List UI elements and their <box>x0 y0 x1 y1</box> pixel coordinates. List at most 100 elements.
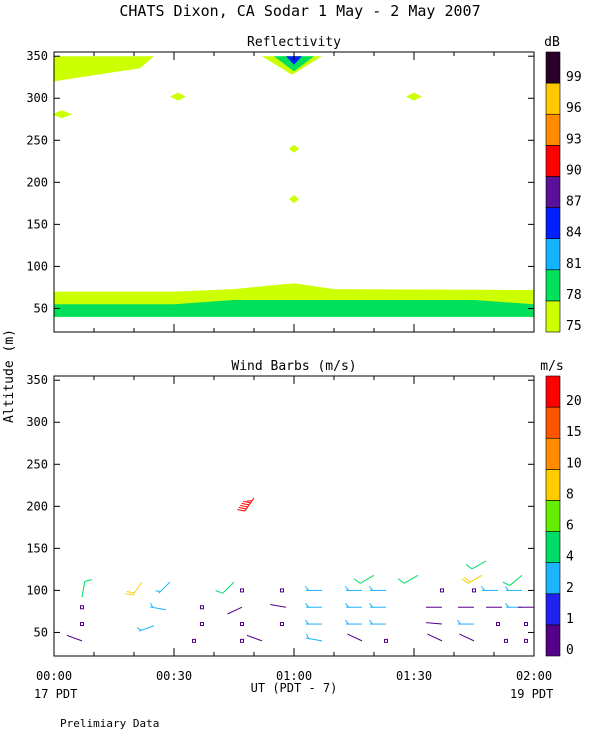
wind-calm-marker <box>192 638 196 643</box>
wind-calm-marker <box>80 605 84 610</box>
wind-barb-shaft <box>347 633 363 642</box>
wind-barb-shaft <box>81 581 86 598</box>
reflectivity-colorbar-swatch <box>545 176 561 208</box>
reflectivity-colorbar-label: 87 <box>566 195 582 210</box>
wind-barb-feather <box>305 586 309 591</box>
wind-calm-marker <box>200 605 204 610</box>
wind-colorbar-label: 0 <box>566 643 574 658</box>
reflectivity-colorbar-unit: dB <box>544 35 560 50</box>
wind-barb-feather <box>240 504 248 508</box>
reflectivity-blob <box>289 144 299 153</box>
wind-barb <box>81 579 93 598</box>
reflectivity-colorbar-label: 99 <box>566 70 582 85</box>
wind-barb <box>481 586 498 591</box>
wind-barb-shaft <box>246 634 263 642</box>
reflectivity-y-tick-label: 300 <box>26 91 48 105</box>
reflectivity-colorbar-label: 93 <box>566 132 582 147</box>
reflectivity-title: Reflectivity <box>247 35 341 50</box>
wind-barb-feather <box>397 578 405 584</box>
wind-barb-shaft <box>132 581 143 596</box>
wind-calm-marker <box>240 588 244 593</box>
wind-colorbar-swatch <box>545 437 561 470</box>
wind-barb-shaft <box>427 633 443 642</box>
wind-barb-feather <box>243 500 251 504</box>
wind-barb <box>227 606 243 615</box>
reflectivity-colorbar-swatch <box>545 207 561 239</box>
wind-colorbar-swatch <box>545 469 561 501</box>
wind-barb <box>461 574 483 584</box>
wind-barb-shaft <box>138 625 155 632</box>
wind-colorbar-label: 10 <box>566 456 582 471</box>
wind-barb-feather <box>463 577 471 583</box>
reflectivity-colorbar-label: 78 <box>566 288 582 303</box>
wind-plot-area <box>54 376 534 656</box>
wind-calm-marker <box>472 588 476 593</box>
wind-barb-feather <box>238 506 247 510</box>
wind-barb-shaft <box>150 606 167 611</box>
wind-barb-feather <box>369 602 373 608</box>
wind-calm-marker <box>240 622 244 627</box>
wind-y-ticks: 50 100 150 200 250 300 350 <box>26 373 534 639</box>
wind-colorbar-swatch <box>545 375 561 408</box>
wind-y-tick-label: 300 <box>26 415 48 429</box>
reflectivity-regions <box>52 56 534 317</box>
reflectivity-colorbar-swatch <box>545 51 561 84</box>
reflectivity-blob <box>406 92 422 101</box>
wind-y-tick-label: 150 <box>26 541 48 555</box>
wind-barb <box>457 619 474 625</box>
wind-barb-feather <box>481 586 485 591</box>
wind-barb <box>305 602 322 608</box>
wind-barb-feather <box>84 579 93 582</box>
preliminary-note: Prelimiary Data <box>60 717 159 730</box>
wind-barb-feather <box>305 619 309 625</box>
wind-barb <box>369 619 386 625</box>
wind-barb-feather <box>345 602 349 608</box>
wind-y-tick-label: 200 <box>26 499 48 513</box>
y-axis-label: Altitude (m) <box>2 329 17 423</box>
wind-y-tick-label: 350 <box>26 373 48 387</box>
wind-barb <box>149 602 167 611</box>
wind-barb-feather <box>215 590 223 594</box>
wind-barb-feather <box>369 586 373 591</box>
wind-barb-feather <box>353 578 361 584</box>
wind-barb <box>505 586 522 591</box>
wind-barb-shaft <box>244 497 255 512</box>
reflectivity-colorbar-label: 84 <box>566 226 582 241</box>
wind-colorbar-swatch <box>545 406 561 439</box>
wind-barb <box>136 625 155 632</box>
wind-barb-feather <box>345 586 349 591</box>
wind-barb <box>426 622 443 625</box>
wind-barb-feather <box>345 619 349 625</box>
reflectivity-y-tick-label: 100 <box>26 259 48 273</box>
wind-colorbar-label: 1 <box>566 612 574 627</box>
x-tick-label: 00:00 <box>36 669 72 683</box>
wind-barb-feather <box>237 508 245 512</box>
wind-colorbar-label: 20 <box>566 394 582 409</box>
wind-barb <box>465 560 487 570</box>
wind-barb-feather <box>125 593 133 596</box>
wind-barb-feather <box>461 578 469 584</box>
wind-barb-feather <box>505 602 509 608</box>
reflectivity-blob <box>289 195 299 204</box>
wind-barb <box>369 602 386 608</box>
wind-barb <box>270 603 287 608</box>
x-start-note: 17 PDT <box>34 687 77 701</box>
wind-colorbar-swatch <box>545 562 561 595</box>
reflectivity-colorbar-label: 90 <box>566 163 582 178</box>
reflectivity-y-tick-label: 50 <box>34 301 48 315</box>
wind-calm-marker <box>80 622 84 627</box>
wind-barb-feather <box>136 627 142 631</box>
wind-barb-shaft <box>471 560 487 570</box>
x-tick-label: 01:00 <box>276 669 312 683</box>
wind-colorbar-unit: m/s <box>540 359 563 374</box>
x-end-note: 19 PDT <box>510 687 553 701</box>
wind-barb-feather <box>465 564 473 570</box>
wind-barb-feather <box>149 602 154 608</box>
reflectivity-colorbar-swatch <box>545 269 561 302</box>
reflectivity-blob <box>170 92 186 101</box>
wind-barb <box>125 581 143 596</box>
reflectivity-colorbar-swatch <box>545 238 561 271</box>
wind-barb <box>305 619 322 625</box>
